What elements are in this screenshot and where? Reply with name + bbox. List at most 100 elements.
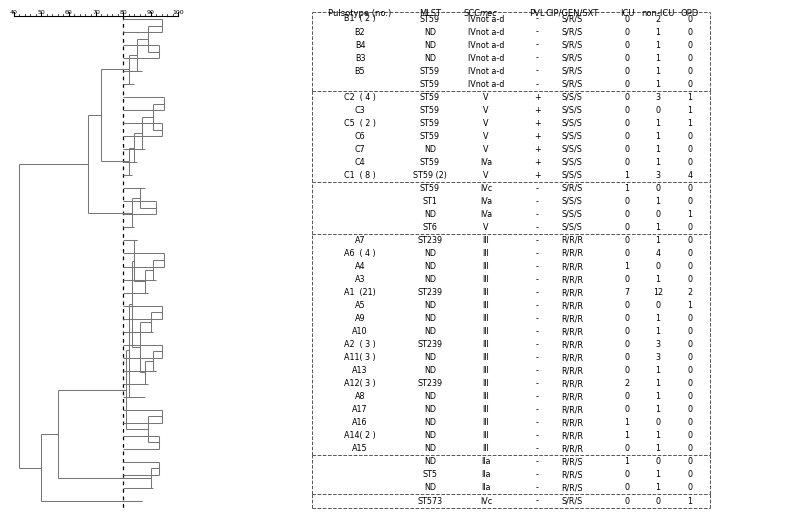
Text: +: + bbox=[534, 158, 540, 167]
Text: ST59: ST59 bbox=[420, 184, 440, 193]
Text: -: - bbox=[535, 431, 538, 440]
Text: S/R/S: S/R/S bbox=[562, 15, 582, 23]
Text: III: III bbox=[482, 262, 490, 271]
Text: 3: 3 bbox=[655, 171, 661, 180]
Text: 1: 1 bbox=[625, 431, 630, 440]
Text: R/R/S: R/R/S bbox=[561, 457, 583, 467]
Text: III: III bbox=[482, 236, 490, 245]
Text: -: - bbox=[535, 79, 538, 89]
Text: 0: 0 bbox=[687, 79, 693, 89]
Text: 0: 0 bbox=[625, 197, 630, 206]
Text: MLST: MLST bbox=[419, 9, 441, 18]
Text: R/R/S: R/R/S bbox=[561, 470, 583, 480]
Text: A7: A7 bbox=[354, 236, 366, 245]
Text: ST59: ST59 bbox=[420, 119, 440, 128]
Text: IVnot a-d: IVnot a-d bbox=[468, 79, 504, 89]
Text: III: III bbox=[482, 327, 490, 336]
Text: 0: 0 bbox=[625, 28, 630, 36]
Text: +: + bbox=[534, 93, 540, 102]
Text: 0: 0 bbox=[625, 470, 630, 480]
Text: S/S/S: S/S/S bbox=[562, 119, 582, 128]
Text: C2  ( 4 ): C2 ( 4 ) bbox=[344, 93, 376, 102]
Text: 1: 1 bbox=[655, 28, 661, 36]
Text: 0: 0 bbox=[687, 158, 693, 167]
Text: S/R/S: S/R/S bbox=[562, 497, 582, 506]
Text: ST59: ST59 bbox=[420, 15, 440, 23]
Text: ICU: ICU bbox=[620, 9, 634, 18]
Text: R/R/R: R/R/R bbox=[561, 301, 583, 310]
Text: R/R/R: R/R/R bbox=[561, 366, 583, 375]
Text: -: - bbox=[535, 470, 538, 480]
Text: 1: 1 bbox=[687, 210, 693, 219]
Text: IVa: IVa bbox=[480, 197, 492, 206]
Text: S/S/S: S/S/S bbox=[562, 223, 582, 232]
Text: 0: 0 bbox=[655, 210, 661, 219]
Text: 80: 80 bbox=[119, 10, 127, 15]
Text: 0: 0 bbox=[625, 236, 630, 245]
Text: 1: 1 bbox=[655, 275, 661, 284]
Text: S/S/S: S/S/S bbox=[562, 210, 582, 219]
Text: 0: 0 bbox=[687, 132, 693, 141]
Text: S/R/S: S/R/S bbox=[562, 79, 582, 89]
Text: C5  ( 2 ): C5 ( 2 ) bbox=[344, 119, 376, 128]
Text: C7: C7 bbox=[354, 145, 366, 154]
Text: 1: 1 bbox=[655, 40, 661, 49]
Text: A16: A16 bbox=[352, 418, 368, 427]
Text: IVnot a-d: IVnot a-d bbox=[468, 40, 504, 49]
Text: ST59: ST59 bbox=[420, 132, 440, 141]
Text: 1: 1 bbox=[655, 405, 661, 414]
Text: S/S/S: S/S/S bbox=[562, 145, 582, 154]
Text: Pulsotype (no.): Pulsotype (no.) bbox=[328, 9, 392, 18]
Text: V: V bbox=[483, 106, 489, 115]
Text: A9: A9 bbox=[354, 314, 366, 323]
Text: -: - bbox=[535, 314, 538, 323]
Text: III: III bbox=[482, 405, 490, 414]
Text: III: III bbox=[482, 418, 490, 427]
Text: 0: 0 bbox=[625, 145, 630, 154]
Text: S/R/S: S/R/S bbox=[562, 28, 582, 36]
Text: 1: 1 bbox=[625, 457, 630, 467]
Text: V: V bbox=[483, 223, 489, 232]
Text: R/R/R: R/R/R bbox=[561, 418, 583, 427]
Text: ND: ND bbox=[424, 366, 436, 375]
Text: 0: 0 bbox=[625, 158, 630, 167]
Text: R/R/R: R/R/R bbox=[561, 262, 583, 271]
Text: ST5: ST5 bbox=[422, 470, 438, 480]
Text: R/R/R: R/R/R bbox=[561, 340, 583, 349]
Text: PVL: PVL bbox=[530, 9, 545, 18]
Text: S/R/S: S/R/S bbox=[562, 40, 582, 49]
Text: ND: ND bbox=[424, 28, 436, 36]
Text: 0: 0 bbox=[687, 392, 693, 401]
Text: III: III bbox=[482, 353, 490, 362]
Text: -: - bbox=[535, 379, 538, 388]
Text: III: III bbox=[482, 301, 490, 310]
Text: V: V bbox=[483, 171, 489, 180]
Text: -: - bbox=[535, 236, 538, 245]
Text: -: - bbox=[535, 66, 538, 76]
Text: III: III bbox=[482, 392, 490, 401]
Text: A5: A5 bbox=[354, 301, 366, 310]
Text: 1: 1 bbox=[655, 223, 661, 232]
Text: S/S/S: S/S/S bbox=[562, 132, 582, 141]
Text: IVnot a-d: IVnot a-d bbox=[468, 15, 504, 23]
Text: R/R/R: R/R/R bbox=[561, 431, 583, 440]
Text: R/R/R: R/R/R bbox=[561, 379, 583, 388]
Text: 1: 1 bbox=[655, 392, 661, 401]
Text: 0: 0 bbox=[687, 145, 693, 154]
Text: 1: 1 bbox=[687, 301, 693, 310]
Text: ST239: ST239 bbox=[418, 236, 442, 245]
Text: ND: ND bbox=[424, 405, 436, 414]
Text: B2: B2 bbox=[354, 28, 366, 36]
Text: R/R/S: R/R/S bbox=[561, 484, 583, 493]
Text: 0: 0 bbox=[687, 249, 693, 258]
Text: 0: 0 bbox=[625, 275, 630, 284]
Text: 1: 1 bbox=[625, 184, 630, 193]
Text: R/R/R: R/R/R bbox=[561, 288, 583, 297]
Text: 0: 0 bbox=[625, 132, 630, 141]
Text: -: - bbox=[535, 353, 538, 362]
Text: IVa: IVa bbox=[480, 210, 492, 219]
Text: -: - bbox=[535, 28, 538, 36]
Text: -: - bbox=[535, 275, 538, 284]
Text: 1: 1 bbox=[655, 236, 661, 245]
Text: 0: 0 bbox=[687, 66, 693, 76]
